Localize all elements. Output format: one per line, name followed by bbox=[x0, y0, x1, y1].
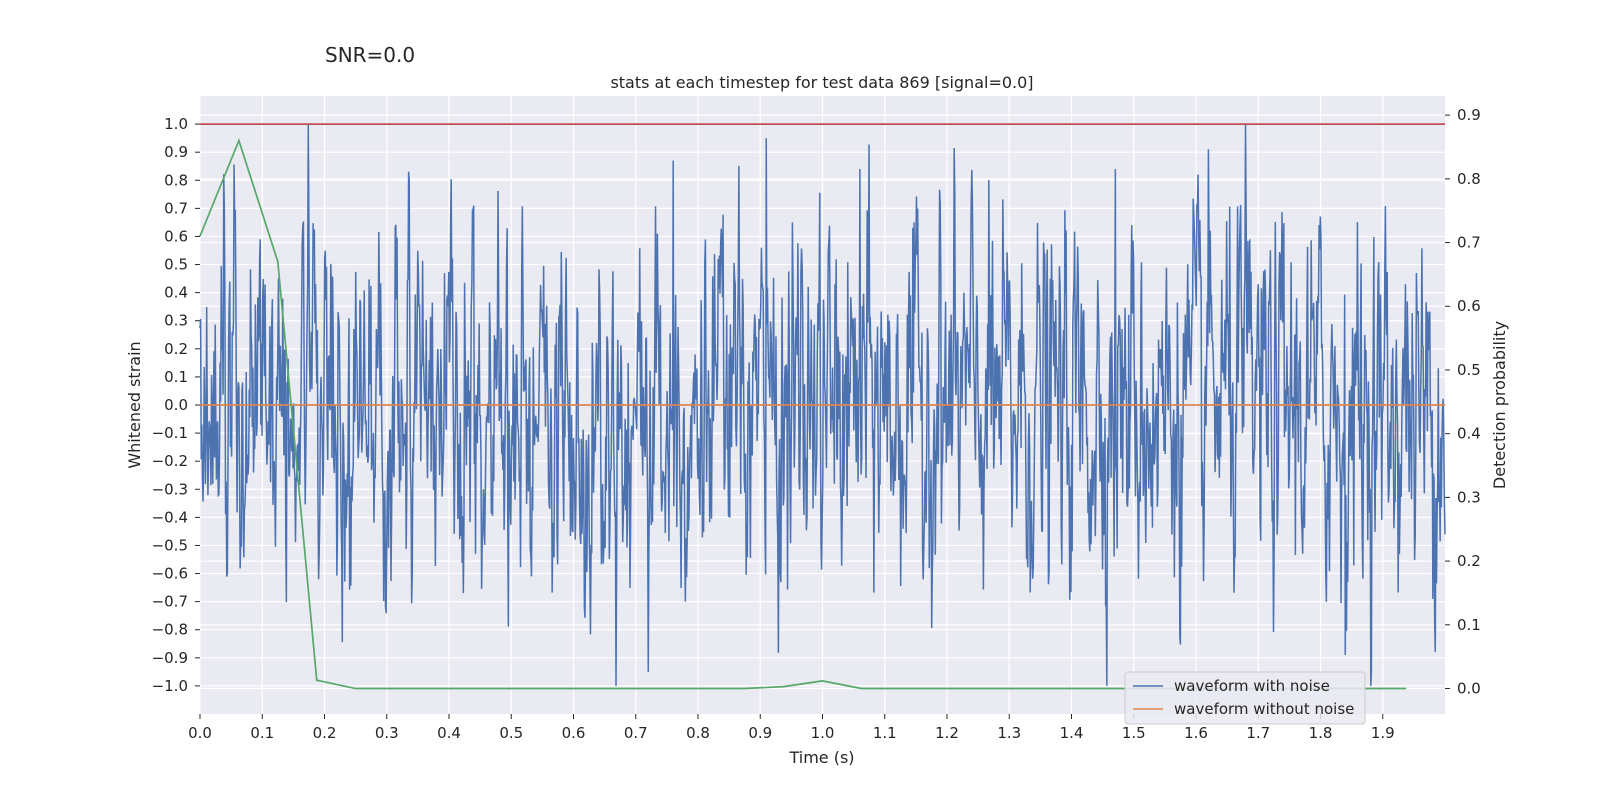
y-tick-label: 1.0 bbox=[164, 115, 188, 133]
y2-tick-label: 0.1 bbox=[1457, 616, 1481, 634]
y2-tick-label: 0.3 bbox=[1457, 488, 1481, 506]
y-tick-label: −0.8 bbox=[152, 621, 188, 639]
x-tick-label: 1.0 bbox=[811, 724, 835, 742]
x-tick-label: 1.8 bbox=[1309, 724, 1333, 742]
legend-box bbox=[1124, 671, 1366, 725]
y-tick-label: 0.7 bbox=[164, 199, 188, 217]
x-tick-label: 1.3 bbox=[997, 724, 1021, 742]
x-tick-label: 0.7 bbox=[624, 724, 648, 742]
x-tick-label: 0.4 bbox=[437, 724, 461, 742]
x-tick-label: 0.1 bbox=[250, 724, 274, 742]
x-tick-label: 1.4 bbox=[1060, 724, 1084, 742]
y-tick-label: 0.1 bbox=[164, 368, 188, 386]
y-axis-right: 0.9 0.8 0.7 0.6 0.5 0.4 0.3 0.2 0.1 0.0 bbox=[1445, 106, 1481, 698]
y-tick-label: −0.3 bbox=[152, 480, 188, 498]
y-tick-label: −0.7 bbox=[152, 593, 188, 611]
x-axis: 0.0 0.1 0.2 0.3 0.4 0.5 0.6 0.7 0.8 0.9 1.0 1.1 1.2 1… bbox=[188, 714, 1395, 742]
chart-title: stats at each timestep for test data 869… bbox=[610, 73, 1033, 92]
y-tick-label: −0.2 bbox=[152, 452, 188, 470]
y-axis-left: 1.0 0.9 0.8 0.7 0.6 0.5 0.4 0.3 0.2 0.1 0.0 −0.1 −0.… bbox=[152, 115, 200, 695]
x-tick-label: 1.9 bbox=[1371, 724, 1395, 742]
y-tick-label: −0.6 bbox=[152, 565, 188, 583]
y-tick-label: −1.0 bbox=[152, 677, 188, 695]
y-tick-label: −0.5 bbox=[152, 536, 188, 554]
y2-tick-label: 0.4 bbox=[1457, 425, 1481, 443]
y2-tick-label: 0.0 bbox=[1457, 680, 1481, 698]
x-tick-label: 1.2 bbox=[935, 724, 959, 742]
y2-tick-label: 0.5 bbox=[1457, 361, 1481, 379]
y2-tick-label: 0.8 bbox=[1457, 170, 1481, 188]
x-tick-label: 0.2 bbox=[313, 724, 337, 742]
y-tick-label: −0.4 bbox=[152, 508, 188, 526]
y-tick-label: −0.1 bbox=[152, 424, 188, 442]
y-tick-label: 0.2 bbox=[164, 340, 188, 358]
x-tick-label: 0.0 bbox=[188, 724, 212, 742]
y-tick-label: 0.6 bbox=[164, 227, 188, 245]
series-waveform-with-noise bbox=[199, 124, 1446, 686]
y2-tick-label: 0.6 bbox=[1457, 297, 1481, 315]
x-tick-label: 1.5 bbox=[1122, 724, 1146, 742]
legend-label-no-noise: waveform without noise bbox=[1174, 700, 1354, 718]
y-axis-label: Whitened strain bbox=[125, 341, 144, 468]
legend: waveform with noise waveform without noi… bbox=[1124, 671, 1366, 725]
y2-tick-label: 0.2 bbox=[1457, 552, 1481, 570]
x-tick-label: 0.3 bbox=[375, 724, 399, 742]
y-tick-label: 0.8 bbox=[164, 171, 188, 189]
x-tick-label: 0.5 bbox=[499, 724, 523, 742]
y2-tick-label: 0.7 bbox=[1457, 234, 1481, 252]
x-tick-label: 0.9 bbox=[748, 724, 772, 742]
x-axis-label: Time (s) bbox=[788, 748, 854, 767]
x-tick-label: 1.6 bbox=[1184, 724, 1208, 742]
y-tick-label: 0.3 bbox=[164, 312, 188, 330]
y-tick-label: 0.5 bbox=[164, 256, 188, 274]
x-tick-label: 1.7 bbox=[1246, 724, 1270, 742]
y2-axis-label: Detection probability bbox=[1490, 321, 1509, 489]
x-tick-label: 0.8 bbox=[686, 724, 710, 742]
y-tick-label: 0.4 bbox=[164, 284, 188, 302]
snr-annotation: SNR=0.0 bbox=[325, 43, 415, 67]
y2-tick-label: 0.9 bbox=[1457, 106, 1481, 124]
y-tick-label: 0.9 bbox=[164, 143, 188, 161]
legend-label-noise: waveform with noise bbox=[1174, 677, 1330, 695]
y-tick-label: −0.9 bbox=[152, 649, 188, 667]
y-tick-label: 0.0 bbox=[164, 396, 188, 414]
x-tick-label: 0.6 bbox=[562, 724, 586, 742]
x-tick-label: 1.1 bbox=[873, 724, 897, 742]
